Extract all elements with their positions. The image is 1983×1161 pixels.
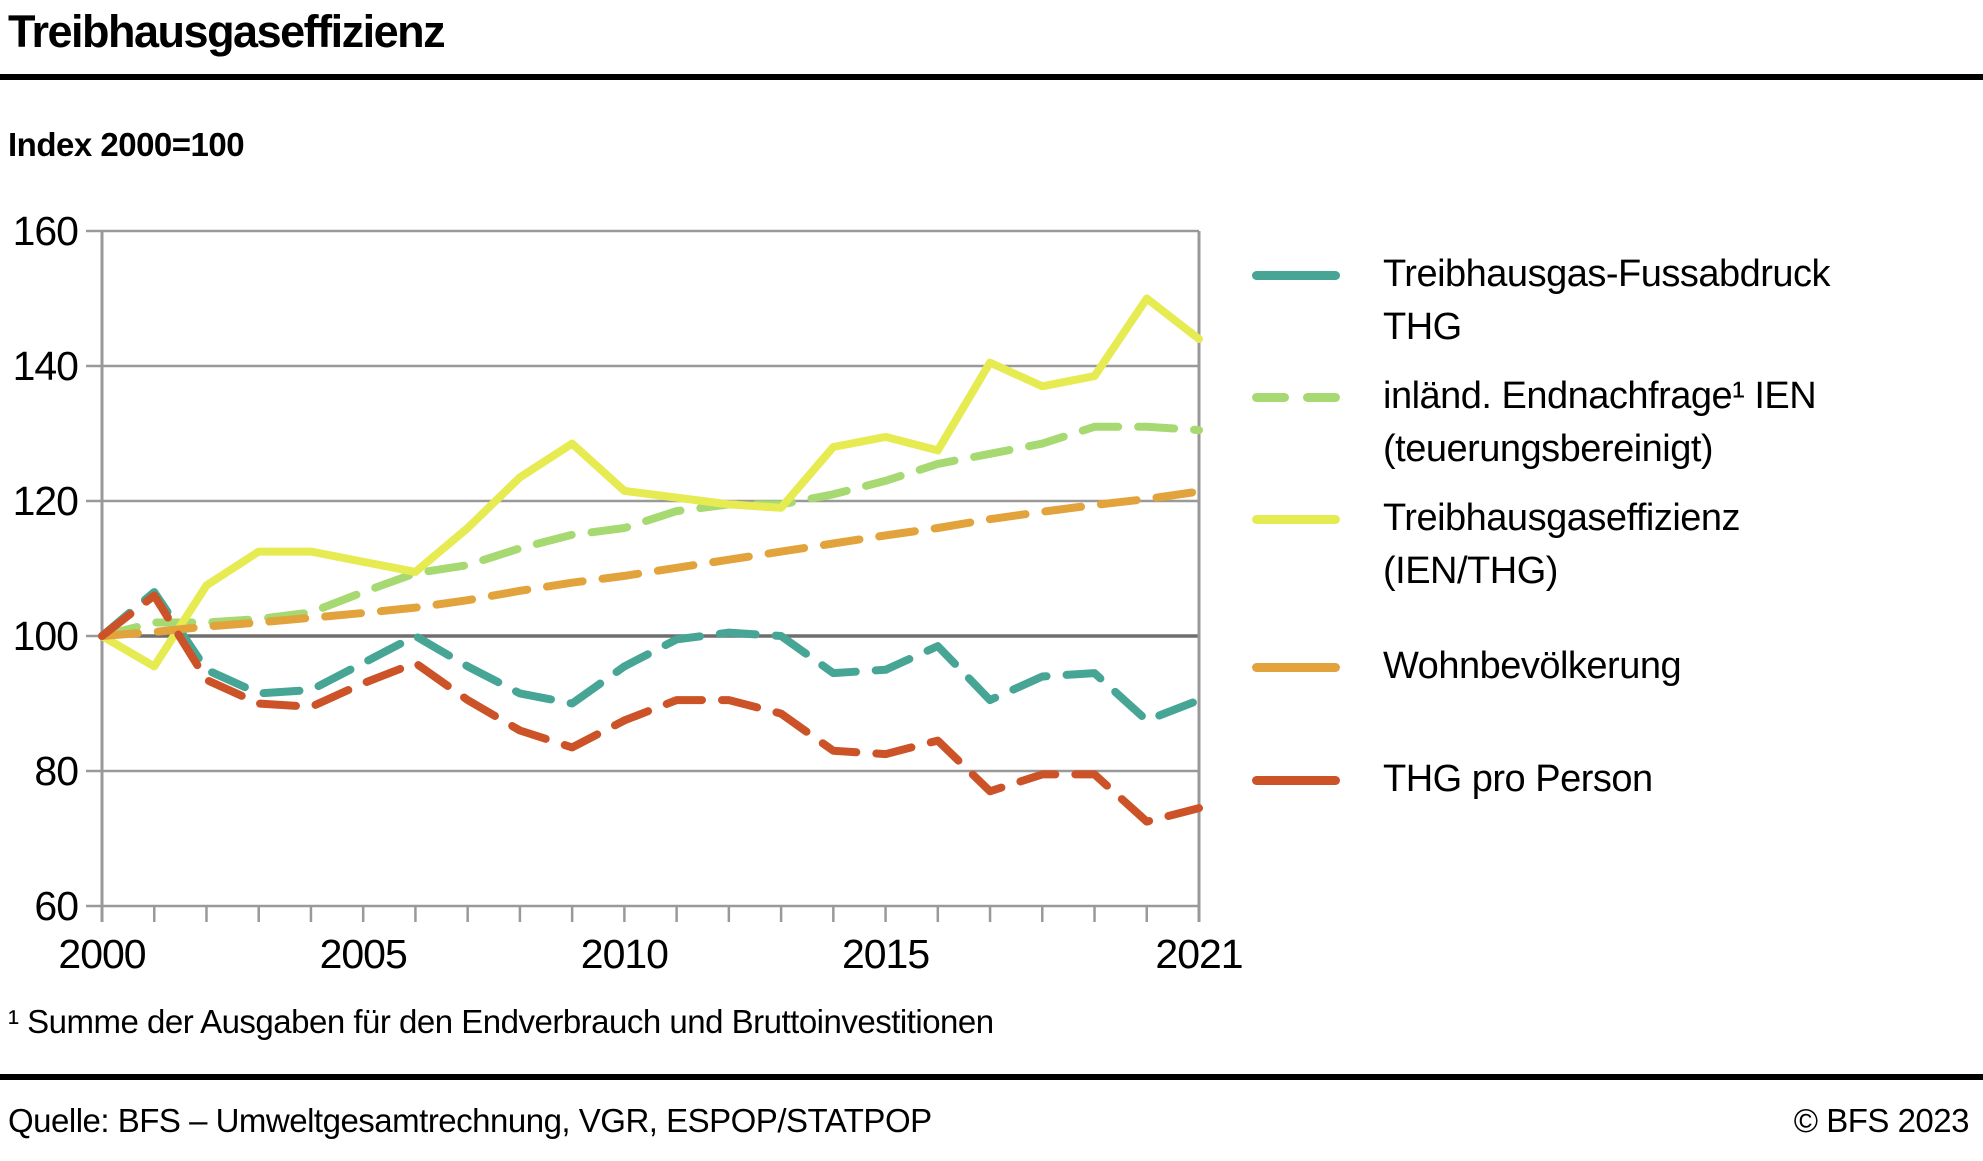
footer-rule bbox=[0, 1074, 1983, 1080]
legend-swatch-eff bbox=[1252, 515, 1340, 524]
legend-label: THG pro Person bbox=[1383, 753, 1653, 806]
legend-label: inländ. Endnachfrage¹ IEN (teuerungsbere… bbox=[1383, 370, 1817, 476]
y-tick-label: 60 bbox=[34, 883, 78, 929]
dashed-line-swatch-icon bbox=[1303, 393, 1340, 402]
legend-label-line: (teuerungsbereinigt) bbox=[1383, 428, 1714, 470]
legend-label-line: (IEN/THG) bbox=[1383, 550, 1558, 592]
dashed-line-swatch-icon bbox=[1252, 393, 1289, 402]
y-tick-label: 160 bbox=[13, 208, 79, 254]
line-swatch-icon bbox=[1252, 776, 1340, 785]
legend-item-thg: Treibhausgas-Fussabdruck THG bbox=[1252, 248, 1972, 354]
series-line-thg bbox=[98, 588, 1203, 725]
series-line-pop bbox=[98, 487, 1203, 640]
legend-swatch-ien bbox=[1252, 393, 1340, 402]
chart-legend: Treibhausgas-Fussabdruck THG inländ. End… bbox=[1252, 248, 1972, 806]
legend-label: Treibhausgaseffizienz (IEN/THG) bbox=[1383, 492, 1741, 598]
y-tick-label: 80 bbox=[34, 748, 78, 794]
legend-label: Treibhausgas-Fussabdruck THG bbox=[1383, 248, 1831, 354]
legend-swatch-pop bbox=[1252, 663, 1340, 672]
title-rule bbox=[0, 74, 1983, 80]
x-tick-label: 2015 bbox=[842, 931, 929, 977]
x-tick-label: 2021 bbox=[1155, 931, 1242, 977]
legend-label-line: Treibhausgaseffizienz bbox=[1383, 497, 1741, 539]
legend-swatch-thg-pp bbox=[1252, 776, 1340, 785]
series-line-ien bbox=[98, 422, 1203, 640]
copyright-text: © BFS 2023 bbox=[1793, 1102, 1970, 1139]
page-title: Treibhausgaseffizienz bbox=[8, 6, 446, 57]
x-tick-label: 2000 bbox=[58, 931, 145, 977]
line-swatch-icon bbox=[1252, 515, 1340, 524]
y-tick-label: 120 bbox=[13, 478, 79, 524]
legend-item-ien: inländ. Endnachfrage¹ IEN (teuerungsbere… bbox=[1252, 370, 1972, 476]
footnote: ¹ Summe der Ausgaben für den Endverbrauc… bbox=[8, 1003, 994, 1040]
x-tick-label: 2005 bbox=[320, 931, 407, 977]
y-tick-label: 140 bbox=[13, 343, 79, 389]
legend-label-line: Wohnbevölkerung bbox=[1383, 645, 1682, 687]
axis-unit-note: Index 2000=100 bbox=[8, 126, 245, 163]
x-tick-label: 2010 bbox=[581, 931, 668, 977]
y-tick-label: 100 bbox=[13, 613, 79, 659]
legend-label-line: inländ. Endnachfrage¹ IEN bbox=[1383, 375, 1817, 417]
line-swatch-icon bbox=[1252, 663, 1340, 672]
legend-item-eff: Treibhausgaseffizienz (IEN/THG) bbox=[1252, 492, 1972, 598]
series-line-eff bbox=[98, 294, 1203, 671]
legend-label-line: Treibhausgas-Fussabdruck bbox=[1383, 253, 1831, 295]
legend-label-line: THG bbox=[1383, 306, 1462, 348]
legend-swatch-thg bbox=[1252, 271, 1340, 280]
legend-label-line: THG pro Person bbox=[1383, 758, 1653, 800]
legend-item-pop: Wohnbevölkerung bbox=[1252, 640, 1972, 693]
series-line-thg_pp bbox=[98, 591, 1203, 826]
source-text: Quelle: BFS – Umweltgesamtrechnung, VGR,… bbox=[8, 1102, 932, 1139]
line-swatch-icon bbox=[1252, 271, 1340, 280]
legend-label: Wohnbevölkerung bbox=[1383, 640, 1682, 693]
legend-item-thg-pp: THG pro Person bbox=[1252, 753, 1972, 806]
